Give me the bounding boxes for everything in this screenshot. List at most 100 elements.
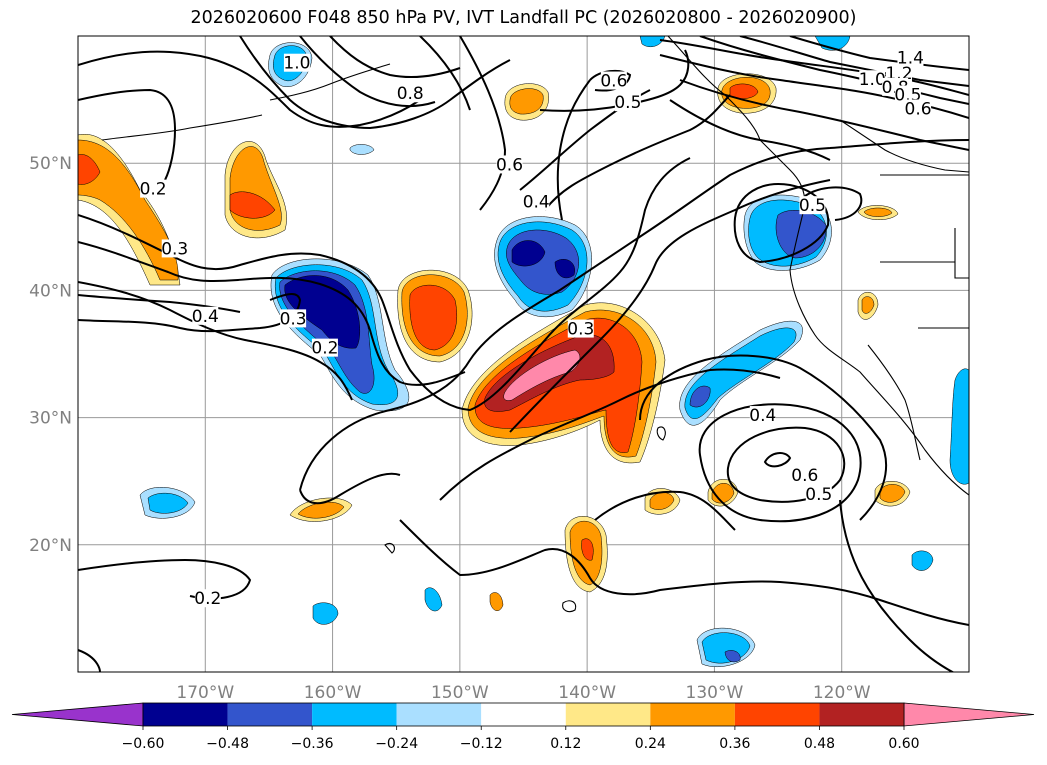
contour-label: 0.3 xyxy=(161,239,188,259)
colorbar-tick-label: 0.48 xyxy=(804,736,835,752)
pv-shade-region xyxy=(297,501,345,519)
pv-contour-line xyxy=(733,183,830,264)
lat-tick-label: 30°N xyxy=(29,409,72,429)
longitude-axis: 170°W 160°W 150°W 140°W 130°W 120°W xyxy=(176,683,870,703)
pv-shade-region xyxy=(581,538,594,561)
pv-contour-line xyxy=(679,79,969,151)
pv-contour-line xyxy=(539,49,690,112)
pv-shade-region xyxy=(684,327,797,419)
pv-shade-region xyxy=(147,492,189,514)
colorbar-segment xyxy=(143,703,228,726)
lon-tick-label: 140°W xyxy=(558,683,616,703)
contour-label: 0.6 xyxy=(496,155,523,175)
pv-shade-region xyxy=(78,154,101,185)
coastline xyxy=(562,600,577,613)
contour-label: 0.5 xyxy=(799,196,826,216)
contour-label: 0.6 xyxy=(905,100,932,120)
pv-contour-line xyxy=(639,354,888,521)
pv-contour-line xyxy=(78,50,421,128)
colorbar-segment xyxy=(227,703,313,726)
pv-shade-region xyxy=(863,207,893,217)
pv-shade-region xyxy=(879,484,906,503)
pv-contour-line xyxy=(589,69,632,92)
pv-shade-region xyxy=(511,240,546,267)
contour-label-bg xyxy=(311,338,338,357)
contour-label: 0.6 xyxy=(600,72,627,92)
pv-shade-region xyxy=(489,592,504,611)
contour-label-bg xyxy=(140,179,167,198)
coastline xyxy=(839,119,969,173)
contour-label-bg xyxy=(885,63,912,82)
pv-shade-region xyxy=(409,284,458,351)
colorbar-tick-label: 0.36 xyxy=(719,736,750,752)
pv-contour-line xyxy=(299,139,969,491)
contour-label: 0.2 xyxy=(140,180,167,200)
contour-label-bg xyxy=(749,406,776,425)
contour-label: 0.5 xyxy=(614,93,641,113)
contour-label: 1.0 xyxy=(283,54,310,74)
colorbar-segment xyxy=(565,703,651,726)
lon-tick-label: 120°W xyxy=(813,683,871,703)
pv-contour-line xyxy=(698,403,862,523)
lat-tick-label: 40°N xyxy=(29,281,72,301)
contour-label: 1.4 xyxy=(897,49,924,69)
contour-label-bg xyxy=(397,84,424,103)
pv-shade-region xyxy=(503,349,581,401)
colorbar-extend-max xyxy=(903,702,1035,727)
pv-contour-line xyxy=(594,490,736,531)
contour-label-bg xyxy=(805,484,832,503)
colorbar-frame xyxy=(142,702,905,727)
contour-label-bg xyxy=(523,192,550,211)
contour-label-bg xyxy=(791,465,818,484)
pv-contour-line xyxy=(439,368,781,501)
coastline xyxy=(384,542,395,554)
contour-label-bg xyxy=(496,155,523,174)
pv-contour-line xyxy=(78,558,252,600)
pv-shade-region xyxy=(424,587,443,612)
contour-label-bg xyxy=(859,70,886,89)
pv-contour-line xyxy=(78,281,353,401)
contour-label: 0.4 xyxy=(523,192,550,212)
pv-shade-region xyxy=(949,368,969,485)
pv-shade-region xyxy=(724,650,741,663)
pv-contour-line xyxy=(459,36,507,211)
colorbar-tick-label: 0.60 xyxy=(888,736,919,752)
pv-contour-line xyxy=(804,186,863,221)
pv-shade-region xyxy=(509,88,544,115)
pv-contour-line xyxy=(419,36,471,111)
pv-shade-region xyxy=(229,191,276,219)
contour-label-bg xyxy=(567,319,594,338)
contour-label: 0.4 xyxy=(192,307,219,327)
coastline xyxy=(656,426,666,441)
contour-label: 0.3 xyxy=(280,309,307,329)
pv-shade-region xyxy=(689,385,711,408)
pv-shade-region xyxy=(78,139,179,281)
contour-label: 0.3 xyxy=(567,320,594,340)
colorbar-tick-label: −0.12 xyxy=(460,736,503,752)
contour-label: 1.0 xyxy=(859,70,886,90)
pv-shade-region xyxy=(312,602,339,625)
pv-contour-line xyxy=(669,99,831,161)
colorbar-segment xyxy=(312,703,397,726)
contour-label: 0.5 xyxy=(805,485,832,505)
colorbar-tick-label: 0.12 xyxy=(550,736,581,752)
coastlines xyxy=(101,36,969,613)
contour-label: 0.6 xyxy=(791,466,818,486)
pv-contour-labels: 1.00.80.60.50.60.41.41.21.00.80.50.60.50… xyxy=(140,48,932,609)
colorbar-tick-label: −0.60 xyxy=(122,736,165,752)
colorbar: −0.60 −0.48 −0.36 −0.24 −0.12 0.12 0.24 0.36 0.4… xyxy=(11,702,1035,752)
colorbar-segment xyxy=(396,703,482,726)
map-frame xyxy=(77,35,970,673)
pv-contour-line xyxy=(299,36,436,108)
pv-contour-line xyxy=(659,39,969,96)
contour-label: 0.2 xyxy=(194,589,221,609)
contour-label-bg xyxy=(283,53,310,72)
pv-contour-line xyxy=(839,499,955,672)
lon-tick-label: 170°W xyxy=(176,683,234,703)
lon-tick-label: 130°W xyxy=(686,683,744,703)
pv-contour-line xyxy=(509,179,831,433)
coastline xyxy=(667,36,969,496)
latitude-axis: 20°N 30°N 40°N 50°N xyxy=(29,154,72,556)
contour-label: 0.8 xyxy=(397,84,424,104)
